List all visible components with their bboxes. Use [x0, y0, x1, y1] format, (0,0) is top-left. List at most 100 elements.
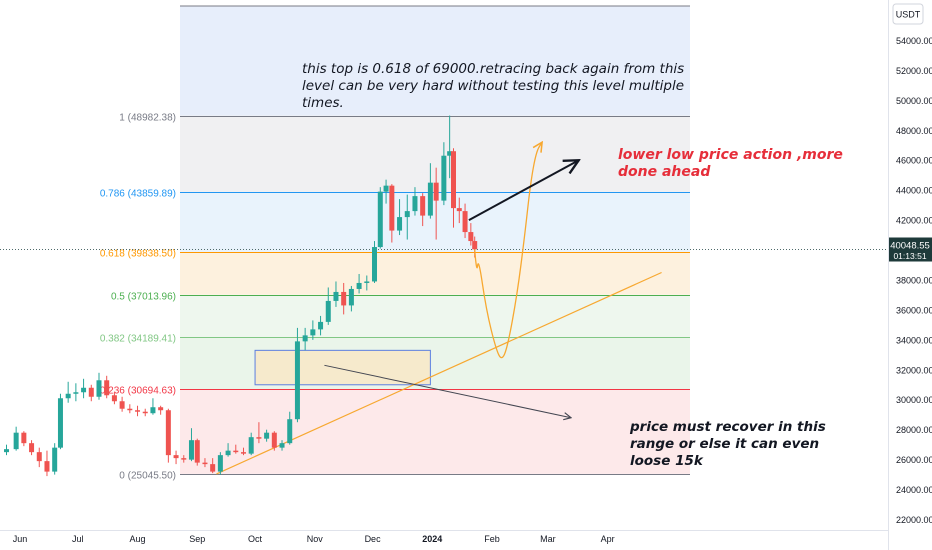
- fib-zone-0: [180, 389, 690, 474]
- fib-zone-0.786: [180, 115, 690, 193]
- candle: [456, 197, 462, 224]
- candle-body: [188, 440, 194, 460]
- annotation-top: this top is 0.618 of 69000.retracing bac…: [302, 61, 685, 111]
- candle: [441, 142, 447, 206]
- candle: [4, 444, 10, 456]
- fib-label-0.382: 0.382 (34189.41): [100, 334, 176, 345]
- candle: [256, 422, 262, 444]
- candle: [356, 273, 362, 294]
- candle: [181, 455, 187, 463]
- candle-body: [88, 387, 94, 397]
- candle: [104, 375, 110, 399]
- current-price-label: 40048.55: [890, 241, 930, 252]
- candle-body: [462, 211, 468, 233]
- time-tick-label: Oct: [248, 534, 263, 544]
- candle: [81, 378, 87, 399]
- candle-body: [383, 185, 389, 192]
- candle-body: [377, 191, 383, 248]
- fib-zones: [180, 5, 690, 474]
- candle-body: [302, 335, 308, 342]
- candle-body: [427, 182, 433, 216]
- price-tick-label: 36000.00: [896, 305, 932, 315]
- candle: [188, 428, 194, 462]
- candle: [271, 431, 277, 451]
- candle: [397, 199, 403, 236]
- candle: [233, 444, 239, 454]
- annotation-bottom: price must recover in this range or else…: [630, 419, 826, 469]
- candle-body: [165, 410, 171, 456]
- fib-label-0.236: 0.236 (30694.63): [100, 386, 176, 397]
- fib-zone-0.618: [180, 192, 690, 253]
- candle: [29, 440, 35, 456]
- candle: [202, 458, 208, 468]
- fib-zone-1: [180, 6, 690, 116]
- price-tick-label: 34000.00: [896, 335, 932, 345]
- fib-zone-0.382: [180, 294, 690, 338]
- price-tick-label: 44000.00: [896, 186, 932, 196]
- candle-body: [52, 447, 58, 472]
- candle: [73, 383, 79, 402]
- price-tick-label: 52000.00: [896, 66, 932, 76]
- candle-body: [451, 151, 456, 209]
- candles: [4, 115, 478, 477]
- candle: [142, 408, 148, 417]
- candle: [57, 393, 63, 450]
- candle: [96, 372, 102, 400]
- candle: [420, 193, 426, 227]
- candle-body: [57, 398, 63, 448]
- candle: [135, 405, 141, 417]
- candle-body: [294, 341, 300, 420]
- candle: [412, 187, 418, 216]
- candle-body: [256, 437, 262, 439]
- candle: [447, 115, 453, 179]
- current-price-tag: [889, 237, 932, 262]
- candle: [318, 315, 324, 336]
- candle: [165, 408, 171, 463]
- candle-body: [65, 393, 71, 399]
- candle-body: [441, 155, 447, 201]
- candle: [65, 381, 71, 403]
- candle: [13, 426, 19, 451]
- candle-body: [472, 241, 478, 250]
- candle: [433, 167, 439, 240]
- price-tick-label: 28000.00: [896, 425, 932, 435]
- candle-body: [372, 247, 378, 282]
- price-tick-label: 30000.00: [896, 395, 932, 405]
- candle-body: [404, 211, 410, 218]
- candle: [427, 163, 433, 219]
- candle-body: [181, 458, 187, 460]
- candle: [468, 223, 474, 246]
- time-tick-label: Feb: [484, 534, 500, 544]
- candle: [194, 438, 200, 466]
- candle-body: [194, 440, 200, 463]
- candle: [158, 405, 164, 415]
- candle: [111, 392, 117, 405]
- candle: [36, 447, 42, 468]
- projection-path: [474, 142, 542, 359]
- annotation-right: lower low price action ,more done ahead: [618, 147, 843, 180]
- candle: [333, 281, 339, 307]
- candle-body: [44, 461, 50, 472]
- recovery-box: [254, 349, 431, 386]
- candle-body: [36, 452, 42, 462]
- candle-body: [456, 208, 462, 212]
- fib-label-0.5: 0.5 (37013.96): [111, 292, 176, 303]
- candle: [348, 285, 354, 312]
- candle: [325, 287, 331, 325]
- candle-body: [13, 432, 19, 450]
- price-tick-label: 48000.00: [896, 126, 932, 136]
- candle-body: [127, 408, 133, 411]
- candle: [383, 179, 389, 204]
- candle: [21, 431, 27, 447]
- candle: [372, 241, 378, 283]
- candle-body: [173, 455, 179, 459]
- candle: [44, 450, 50, 477]
- candle: [341, 282, 347, 315]
- candle: [88, 384, 94, 402]
- price-tick-label: 24000.00: [896, 485, 932, 495]
- candle-body: [4, 449, 10, 453]
- price-tick-label: 22000.00: [896, 515, 932, 525]
- candle-body: [210, 464, 216, 472]
- countdown-label: 01:13:51: [893, 251, 926, 261]
